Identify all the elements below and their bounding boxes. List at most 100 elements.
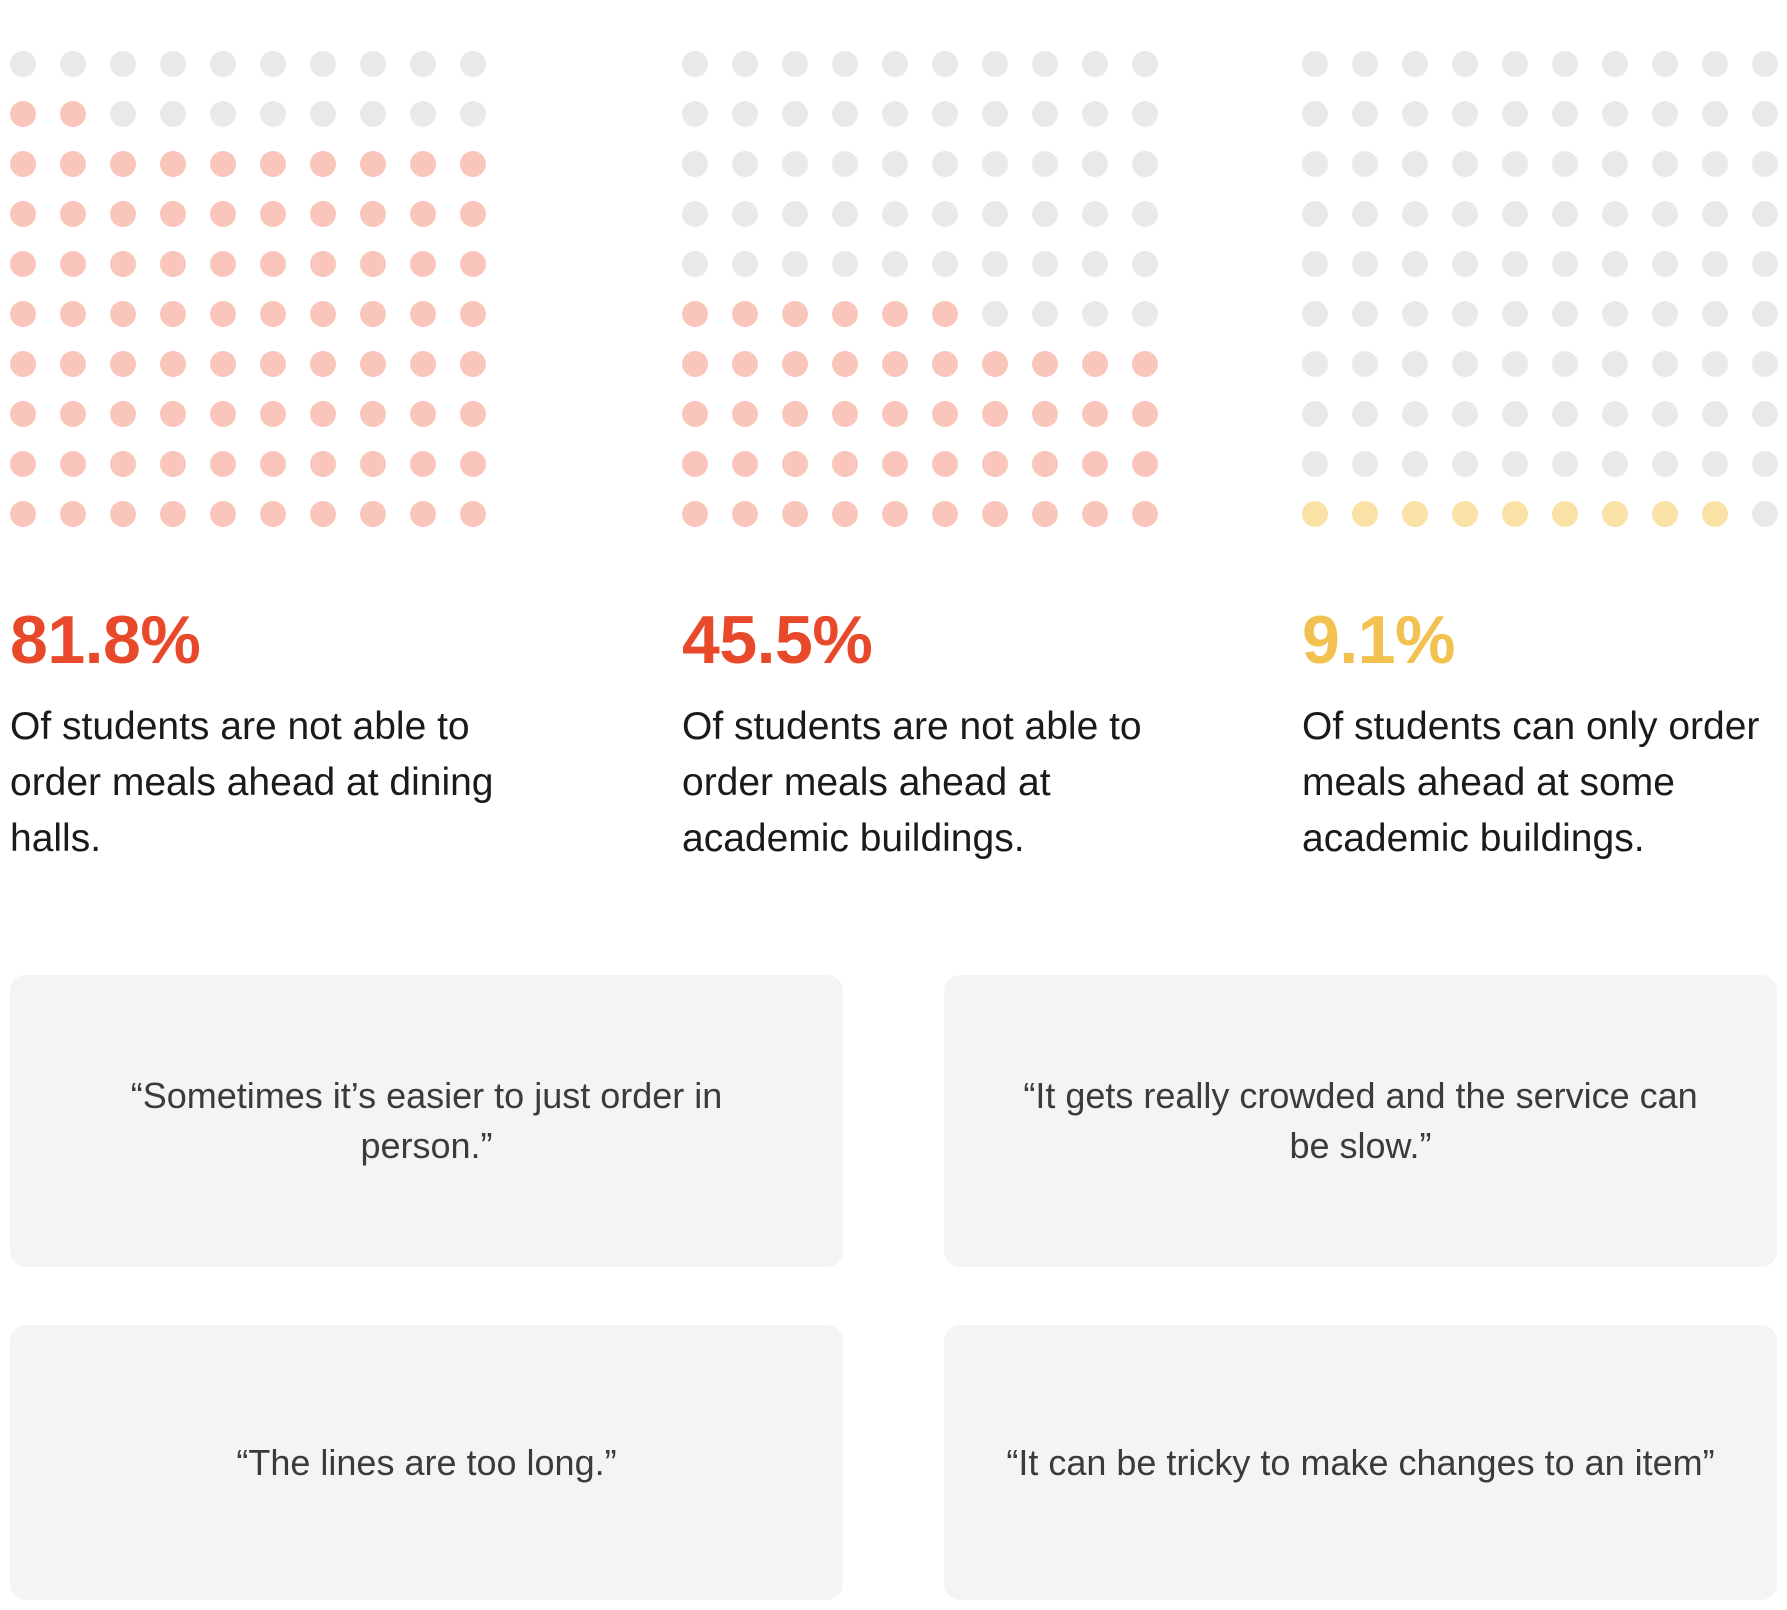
waffle-dot-empty (932, 101, 958, 127)
waffle-dot-filled (260, 201, 286, 227)
waffle-dot-empty (1452, 51, 1478, 77)
waffle-dot-filled (360, 451, 386, 477)
waffle-dot-filled (360, 151, 386, 177)
waffle-dot-filled (110, 401, 136, 427)
waffle-dot-filled (360, 501, 386, 527)
stat-description-academic-buildings: Of students are not able to order meals … (682, 705, 1142, 860)
waffle-dot-filled (260, 451, 286, 477)
waffle-dot-filled (460, 251, 486, 277)
waffle-dot-empty (1452, 401, 1478, 427)
waffle-dot-empty (682, 151, 708, 177)
waffle-dot-empty (1752, 201, 1778, 227)
waffle-dot-filled (782, 401, 808, 427)
quote-card: “Sometimes it’s easier to just order in … (10, 975, 843, 1267)
waffle-dot-empty (932, 51, 958, 77)
waffle-dot-empty (1032, 301, 1058, 327)
waffle-dot-empty (982, 251, 1008, 277)
waffle-dot-empty (1502, 451, 1528, 477)
waffle-dot-filled (360, 301, 386, 327)
waffle-dot-filled (210, 201, 236, 227)
waffle-dot-empty (460, 101, 486, 127)
waffle-dot-filled (410, 401, 436, 427)
waffle-dot-filled (982, 451, 1008, 477)
waffle-dot-empty (1352, 251, 1378, 277)
waffle-dot-empty (1602, 351, 1628, 377)
waffle-dot-empty (1602, 451, 1628, 477)
waffle-dot-empty (160, 101, 186, 127)
waffle-dot-empty (1452, 251, 1478, 277)
waffle-dot-empty (1602, 401, 1628, 427)
quote-text: “It gets really crowded and the service … (1023, 1075, 1698, 1166)
waffle-dot-filled (882, 351, 908, 377)
waffle-dot-empty (1652, 301, 1678, 327)
waffle-dot-empty (110, 51, 136, 77)
waffle-dot-empty (1552, 351, 1578, 377)
waffle-dot-empty (682, 51, 708, 77)
waffle-dot-empty (410, 51, 436, 77)
waffle-dot-filled (260, 251, 286, 277)
waffle-dot-filled (110, 351, 136, 377)
waffle-dot-filled (1352, 501, 1378, 527)
waffle-dot-empty (1402, 351, 1428, 377)
waffle-dot-empty (682, 101, 708, 127)
waffle-dot-empty (1752, 51, 1778, 77)
waffle-dot-empty (1402, 201, 1428, 227)
waffle-dot-empty (782, 251, 808, 277)
waffle-dot-empty (1402, 101, 1428, 127)
waffle-dot-filled (1502, 501, 1528, 527)
waffle-dot-filled (260, 151, 286, 177)
waffle-dot-filled (1132, 501, 1158, 527)
waffle-dot-filled (160, 451, 186, 477)
waffle-dot-empty (1352, 101, 1378, 127)
stat-column-academic-buildings: 45.5% Of students are not able to order … (682, 51, 1166, 867)
waffle-dot-empty (732, 151, 758, 177)
waffle-dot-filled (110, 501, 136, 527)
waffle-dot-empty (932, 251, 958, 277)
waffle-dot-filled (110, 251, 136, 277)
waffle-dot-empty (1082, 101, 1108, 127)
quote-card: “It can be tricky to make changes to an … (944, 1325, 1777, 1600)
waffle-dot-filled (882, 451, 908, 477)
waffle-dot-filled (310, 351, 336, 377)
waffle-dot-empty (1502, 401, 1528, 427)
waffle-dot-empty (260, 51, 286, 77)
waffle-dot-empty (1352, 51, 1378, 77)
waffle-dot-filled (410, 201, 436, 227)
waffle-dot-empty (1702, 51, 1728, 77)
waffle-dot-filled (1032, 351, 1058, 377)
waffle-dot-empty (310, 51, 336, 77)
waffle-chart-some-academic-buildings (1302, 51, 1778, 527)
waffle-dot-empty (1032, 101, 1058, 127)
waffle-dot-empty (782, 201, 808, 227)
waffle-dot-filled (360, 351, 386, 377)
waffle-dot-empty (1502, 51, 1528, 77)
waffle-dot-empty (1402, 451, 1428, 477)
waffle-dot-filled (110, 201, 136, 227)
waffle-dot-empty (1752, 301, 1778, 327)
waffle-dot-filled (982, 351, 1008, 377)
waffle-dot-empty (310, 101, 336, 127)
waffle-dot-filled (310, 301, 336, 327)
waffle-dot-empty (60, 51, 86, 77)
waffle-dot-filled (10, 401, 36, 427)
waffle-dot-empty (1032, 251, 1058, 277)
waffle-dot-empty (1702, 151, 1728, 177)
waffle-dot-empty (110, 101, 136, 127)
waffle-dot-empty (1552, 401, 1578, 427)
waffle-dot-filled (110, 301, 136, 327)
waffle-dot-empty (1652, 101, 1678, 127)
waffle-dot-filled (932, 301, 958, 327)
waffle-dot-filled (160, 301, 186, 327)
waffle-dot-empty (1352, 201, 1378, 227)
waffle-dot-empty (460, 51, 486, 77)
stats-section: 81.8% Of students are not able to order … (10, 51, 1778, 867)
waffle-dot-empty (1402, 301, 1428, 327)
waffle-dot-filled (160, 151, 186, 177)
waffle-dot-empty (1452, 201, 1478, 227)
waffle-dot-empty (1552, 201, 1578, 227)
waffle-dot-empty (1552, 251, 1578, 277)
waffle-dot-empty (932, 151, 958, 177)
waffle-dot-empty (1302, 151, 1328, 177)
waffle-dot-filled (882, 501, 908, 527)
waffle-dot-filled (682, 401, 708, 427)
